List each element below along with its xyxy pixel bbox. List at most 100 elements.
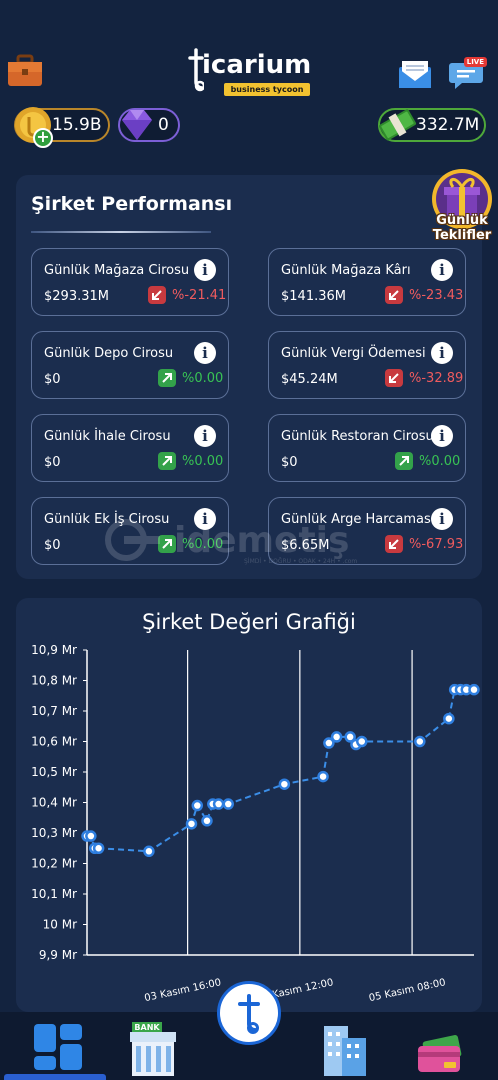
data-point xyxy=(356,735,368,748)
title-underline xyxy=(31,231,211,233)
trend-up-icon xyxy=(158,535,176,553)
stat-label: Günlük Mağaza Kârı xyxy=(281,263,411,278)
nav-active-indicator xyxy=(4,1074,106,1080)
stat-restaurant-revenue[interactable]: Günlük Restoran Cirosu i $0 %0.00 xyxy=(268,414,466,482)
stat-change: %0.00 xyxy=(182,371,224,386)
live-badge: LIVE xyxy=(463,57,487,67)
info-icon[interactable]: i xyxy=(194,342,216,364)
stat-label: Günlük Arge Harcaması xyxy=(281,512,435,527)
trend-up-icon xyxy=(395,452,413,470)
info-icon[interactable]: i xyxy=(194,259,216,281)
stat-change: %-21.41 xyxy=(172,288,227,303)
data-point xyxy=(443,712,455,725)
stat-change: %-67.93 xyxy=(409,537,464,552)
data-point xyxy=(323,737,335,749)
data-point xyxy=(212,798,225,810)
stat-store-profit[interactable]: Günlük Mağaza Kârı i $141.36M %-23.43 xyxy=(268,248,466,316)
stat-value: $293.31M xyxy=(44,289,109,304)
trend-up-icon xyxy=(158,452,176,470)
series-line xyxy=(87,688,474,853)
stat-tax-payment[interactable]: Günlük Vergi Ödemesi i $45.24M %-32.89 xyxy=(268,331,466,399)
chat-bubble-icon xyxy=(449,63,483,89)
wallet-cards-icon xyxy=(418,1035,462,1072)
stat-change: %-23.43 xyxy=(409,288,464,303)
stat-label: Günlük Depo Cirosu xyxy=(44,346,174,361)
info-icon[interactable]: i xyxy=(194,508,216,530)
data-point xyxy=(330,731,343,743)
mail-icon[interactable] xyxy=(398,57,432,89)
y-tick-label: 9,9 Mr xyxy=(39,948,77,962)
logo-subtitle: business tycoon xyxy=(224,83,310,96)
trend-down-icon xyxy=(148,286,166,304)
coins-balance[interactable]: + 15.9B xyxy=(14,107,110,148)
info-icon[interactable]: i xyxy=(431,425,453,447)
stat-label: Günlük Ek İş Cirosu xyxy=(44,512,170,527)
info-icon[interactable]: i xyxy=(431,508,453,530)
x-tick-label: 03 Kasım 16:00 xyxy=(144,977,223,1004)
stat-store-revenue[interactable]: Günlük Mağaza Cirosu i $293.31M %-21.41 xyxy=(31,248,229,316)
stat-rnd-spending[interactable]: Günlük Arge Harcaması i $6.65M %-67.93 xyxy=(268,497,466,565)
stat-label: Günlük Restoran Cirosu xyxy=(281,429,434,444)
data-point xyxy=(201,815,213,827)
data-point xyxy=(85,830,97,842)
info-icon[interactable]: i xyxy=(431,342,453,364)
gems-value: 0 xyxy=(158,115,169,135)
ticarium-t-icon xyxy=(238,994,260,1034)
y-tick-label: 10,4 Mr xyxy=(31,796,77,810)
data-point xyxy=(191,799,204,812)
logo-text: icarium xyxy=(202,50,312,80)
briefcase-icon[interactable] xyxy=(7,54,43,88)
stat-value: $45.24M xyxy=(281,372,338,387)
daily-offers-button[interactable]: Günlük Teklifler xyxy=(425,169,498,251)
performance-title: Şirket Performansı xyxy=(31,193,233,215)
nav-company[interactable] xyxy=(318,1020,378,1076)
y-tick-label: 10,8 Mr xyxy=(31,674,77,688)
stat-label: Günlük Vergi Ödemesi xyxy=(281,346,426,361)
stat-value: $0 xyxy=(281,455,298,470)
company-value-chart: 10,9 Mr 10,8 Mr 10,7 Mr 10,6 Mr 10,5 Mr 10,4 … xyxy=(31,643,480,1004)
top-header: icarium business tycoon LIVE + 15.9B xyxy=(0,0,498,160)
daily-offers-line1: Günlük xyxy=(436,213,488,228)
info-icon[interactable]: i xyxy=(431,259,453,281)
stat-value: $0 xyxy=(44,455,61,470)
stat-value: $141.36M xyxy=(281,289,346,304)
company-performance-card: Şirket Performansı Günlük Teklifler Günl… xyxy=(16,169,492,579)
y-tick-label: 10 Mr xyxy=(43,918,77,932)
bank-building-icon: BANK xyxy=(130,1022,176,1076)
stat-value: $0 xyxy=(44,372,61,387)
trend-up-icon xyxy=(158,369,176,387)
data-point xyxy=(414,735,426,748)
company-value-chart-card: Şirket Değeri Grafiği 10,9 Mr 10,8 Mr 10,7… xyxy=(16,598,482,1012)
nav-dashboard[interactable] xyxy=(28,1020,88,1076)
live-chat-button[interactable]: LIVE xyxy=(449,57,487,91)
trend-down-icon xyxy=(385,369,403,387)
stat-value: $6.65M xyxy=(281,538,330,553)
info-icon[interactable]: i xyxy=(194,425,216,447)
y-tick-label: 10,5 Mr xyxy=(31,765,77,779)
dashboard-icon xyxy=(34,1024,82,1070)
cash-balance[interactable]: 332.7M xyxy=(378,108,486,142)
stat-change: %-32.89 xyxy=(409,371,464,386)
svg-text:BANK: BANK xyxy=(134,1023,160,1032)
daily-offers-label: Günlük Teklifler xyxy=(425,213,498,243)
office-building-icon xyxy=(324,1026,366,1076)
gems-balance[interactable]: 0 xyxy=(118,108,180,142)
y-tick-label: 10,1 Mr xyxy=(31,887,77,901)
data-point xyxy=(278,778,291,790)
nav-payments[interactable] xyxy=(414,1020,474,1076)
stat-side-job-revenue[interactable]: Günlük Ek İş Cirosu i $0 %0.00 xyxy=(31,497,229,565)
add-coins-button[interactable]: + xyxy=(33,128,53,148)
stat-label: Günlük İhale Cirosu xyxy=(44,429,171,444)
nav-bank[interactable]: BANK xyxy=(126,1020,186,1076)
data-point xyxy=(317,770,329,783)
data-point xyxy=(143,845,155,858)
stat-tender-revenue[interactable]: Günlük İhale Cirosu i $0 %0.00 xyxy=(31,414,229,482)
cash-value: 332.7M xyxy=(416,115,480,135)
center-home-button[interactable] xyxy=(217,981,281,1045)
chart-title: Şirket Değeri Grafiği xyxy=(142,610,356,634)
y-tick-label: 10,2 Mr xyxy=(31,857,77,871)
logo-t-glyph xyxy=(188,48,204,92)
daily-offers-line2: Teklifler xyxy=(432,228,492,243)
data-point xyxy=(185,818,198,830)
stat-warehouse-revenue[interactable]: Günlük Depo Cirosu i $0 %0.00 xyxy=(31,331,229,399)
